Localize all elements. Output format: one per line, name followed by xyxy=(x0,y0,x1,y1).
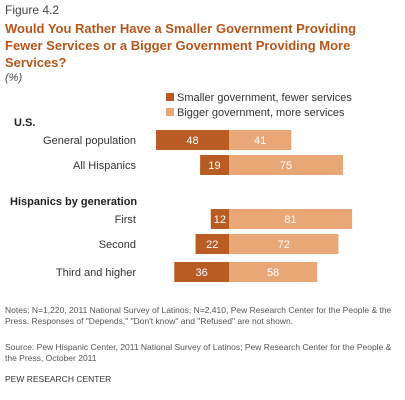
value-label-smaller: 19 xyxy=(208,160,220,172)
bar-smaller xyxy=(195,234,229,254)
legend-label: Smaller government, fewer services xyxy=(177,92,352,104)
bar-bigger xyxy=(229,209,353,229)
value-label-smaller: 48 xyxy=(186,135,198,147)
group-header: U.S. xyxy=(14,117,35,129)
bar-smaller xyxy=(156,130,229,150)
value-label-bigger: 75 xyxy=(280,160,292,172)
bar-smaller xyxy=(200,155,229,175)
figure-label: Figure 4.2 xyxy=(5,3,60,17)
bar-bigger xyxy=(229,130,292,150)
value-label-smaller: 36 xyxy=(196,267,208,279)
value-label-smaller: 22 xyxy=(206,239,218,251)
row-label: General population xyxy=(43,135,136,147)
row-label: Third and higher xyxy=(56,267,136,279)
source: Source: Pew Hispanic Center, 2011 Nation… xyxy=(5,342,392,363)
bar-bigger xyxy=(229,155,343,175)
unit-label: (%) xyxy=(5,72,23,84)
bar-bigger xyxy=(229,262,318,282)
value-label-bigger: 72 xyxy=(278,239,290,251)
value-label-smaller: 12 xyxy=(214,214,226,226)
legend-swatch xyxy=(166,93,174,101)
footer: PEW RESEARCH CENTER xyxy=(5,374,112,384)
group-header: Hispanics by generation xyxy=(10,196,137,208)
legend-label: Bigger government, more services xyxy=(177,107,345,119)
chart-title: Would You Rather Have a Smaller Governme… xyxy=(5,21,357,70)
bar-smaller xyxy=(210,209,229,229)
chart: Smaller government, fewer services Bigger… xyxy=(10,92,353,282)
bar-bigger xyxy=(229,234,339,254)
value-label-bigger: 41 xyxy=(254,135,266,147)
value-label-bigger: 81 xyxy=(284,214,296,226)
row-label: First xyxy=(115,214,136,226)
value-label-bigger: 58 xyxy=(267,267,279,279)
legend-swatch xyxy=(166,108,174,116)
bar-smaller xyxy=(174,262,229,282)
notes: Notes: N=1,220, 2011 National Survey of … xyxy=(5,305,392,326)
row-label: All Hispanics xyxy=(73,160,136,172)
row-label: Second xyxy=(99,239,136,251)
